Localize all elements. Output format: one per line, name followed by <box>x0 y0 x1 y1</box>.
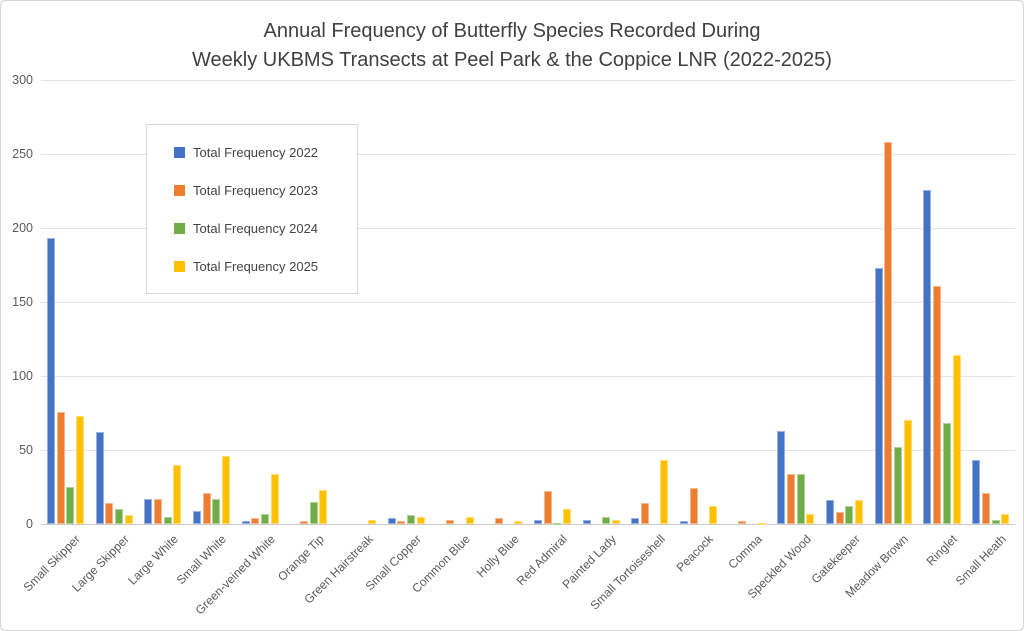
bar <box>738 521 747 524</box>
gridline <box>41 80 1015 81</box>
x-axis-line <box>41 524 1015 525</box>
bar <box>689 488 698 524</box>
bar <box>173 464 182 524</box>
bar <box>75 415 84 524</box>
bar <box>631 518 640 524</box>
bar <box>553 522 562 525</box>
bar <box>845 506 854 524</box>
legend-swatch-icon <box>174 146 185 158</box>
bar <box>163 516 172 524</box>
bar <box>309 501 318 524</box>
bar <box>757 522 766 525</box>
gridline <box>41 228 1015 229</box>
bar <box>144 498 153 524</box>
bar <box>562 509 571 524</box>
bar <box>679 521 688 524</box>
bar <box>709 506 717 524</box>
bar <box>153 498 162 524</box>
legend-box: Total Frequency 2022 Total Frequency 2023… <box>146 124 358 294</box>
bar <box>124 515 133 524</box>
y-tick-label: 250 <box>12 147 33 161</box>
bar <box>241 521 250 524</box>
bar <box>300 521 308 524</box>
legend-label: Total Frequency 2024 <box>193 220 319 236</box>
bar <box>826 500 834 524</box>
bar <box>806 513 815 524</box>
bar <box>368 519 377 524</box>
bar <box>105 503 114 524</box>
chart-title: Annual Frequency of Butterfly Species Re… <box>1 17 1023 75</box>
gridline <box>41 154 1015 155</box>
bar <box>319 489 328 524</box>
bar <box>874 267 883 524</box>
bar <box>202 492 211 524</box>
legend-label: Total Frequency 2023 <box>193 182 319 198</box>
bar <box>972 460 981 524</box>
bar <box>991 519 1000 524</box>
bar <box>212 498 221 524</box>
bar <box>407 515 416 524</box>
bar <box>611 519 620 524</box>
bar <box>543 491 552 524</box>
bar <box>796 473 805 524</box>
legend-swatch-icon <box>174 184 185 196</box>
y-tick-label: 150 <box>12 295 33 309</box>
bar <box>640 503 649 524</box>
legend-item: Total Frequency 2025 <box>174 259 357 274</box>
bar <box>192 510 201 524</box>
legend-item: Total Frequency 2023 <box>174 183 357 198</box>
bar <box>952 355 961 524</box>
y-tick-label: 0 <box>26 517 33 531</box>
bar <box>533 519 542 524</box>
legend-item: Total Frequency 2022 <box>174 145 357 160</box>
chart-title-line-1: Annual Frequency of Butterfly Species Re… <box>263 20 761 42</box>
bar <box>261 513 269 524</box>
y-tick-label: 100 <box>12 369 33 383</box>
bar <box>981 492 990 524</box>
bar <box>1001 513 1010 524</box>
bar <box>397 521 406 524</box>
bar <box>494 518 503 524</box>
bar <box>251 518 260 524</box>
bar <box>222 455 230 524</box>
bar <box>56 411 65 524</box>
bar <box>582 519 591 524</box>
bar <box>46 238 55 524</box>
legend-label: Total Frequency 2025 <box>193 258 319 274</box>
y-tick-label: 300 <box>12 73 33 87</box>
bar <box>894 447 903 524</box>
bar <box>465 516 474 524</box>
bar <box>923 189 932 524</box>
bar <box>95 432 104 524</box>
legend-label: Total Frequency 2022 <box>193 144 319 160</box>
legend-swatch-icon <box>174 222 185 234</box>
bar <box>884 142 893 524</box>
bar <box>855 500 864 524</box>
bar <box>416 516 425 524</box>
y-tick-label: 50 <box>19 443 33 457</box>
bar <box>514 521 523 524</box>
bar <box>446 519 455 524</box>
gridline <box>41 376 1015 377</box>
gridline <box>41 450 1015 451</box>
bar <box>903 420 912 524</box>
legend-item: Total Frequency 2024 <box>174 221 357 236</box>
bar <box>787 473 795 524</box>
bar <box>933 285 942 524</box>
bar <box>660 460 669 524</box>
bar <box>601 516 610 524</box>
bar <box>114 509 123 524</box>
bar <box>66 487 75 524</box>
y-tick-label: 200 <box>12 221 33 235</box>
legend-swatch-icon <box>174 260 185 272</box>
bar <box>835 512 844 524</box>
bar <box>777 430 786 524</box>
chart-title-line-2: Weekly UKBMS Transects at Peel Park & th… <box>192 49 832 71</box>
bar <box>270 473 279 524</box>
gridline <box>41 302 1015 303</box>
bar <box>942 423 951 524</box>
bar <box>387 518 396 524</box>
